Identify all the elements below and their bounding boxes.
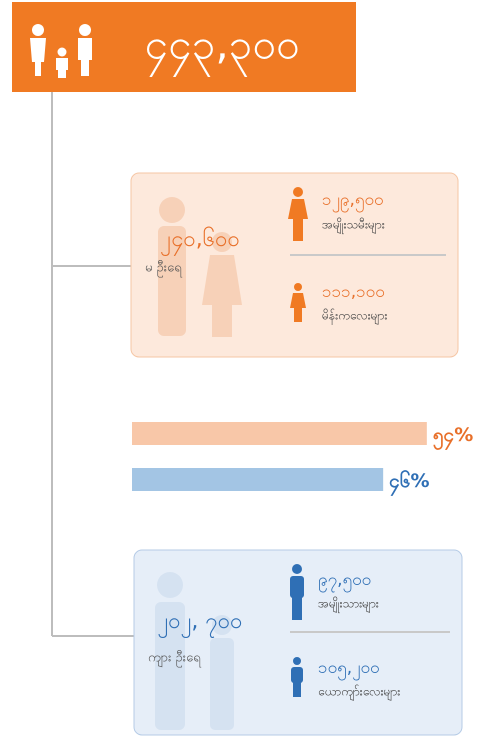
male-total: ၂၀၂, ၇၀၀ bbox=[157, 609, 242, 638]
female-total: ၂၄၀,၆၀၀ bbox=[160, 226, 240, 256]
bar-group: ၅၄%၄၆% bbox=[132, 422, 473, 497]
page: ၄၄၃,၃၀၀ ၂၄၀,၆၀၀ မ ဦးရေ ၁၂၉,၅၀၀ အမျိုးသမီ… bbox=[0, 0, 494, 742]
infographic: ၄၄၃,၃၀၀ ၂၄၀,၆၀၀ မ ဦးရေ ၁၂၉,၅၀၀ အမျိုးသမီ… bbox=[0, 0, 494, 742]
group-value: ၉၇,၅၀၀ bbox=[318, 570, 371, 593]
bar-label: ၅၄% bbox=[433, 424, 473, 451]
bar-label: ၄၆% bbox=[389, 468, 429, 497]
group-value: ၁၂၉,၅၀၀ bbox=[322, 190, 384, 213]
connector bbox=[52, 92, 134, 636]
female-label: မ ဦးရေ bbox=[145, 260, 182, 278]
group-value: ၁၁၁,၁၀၀ bbox=[322, 282, 385, 302]
bar bbox=[132, 422, 427, 445]
bar bbox=[132, 468, 383, 491]
group-value: ၁၀၅,၂၀၀ bbox=[318, 658, 380, 681]
male-label: ကျား ဦးရေ bbox=[148, 650, 201, 668]
